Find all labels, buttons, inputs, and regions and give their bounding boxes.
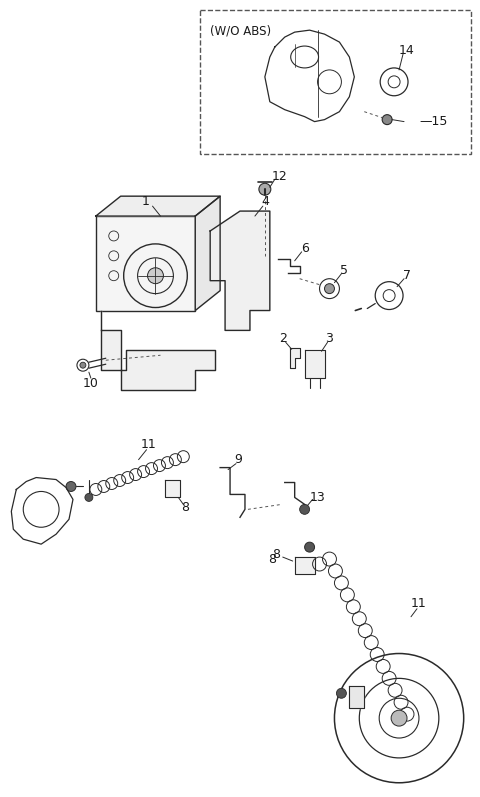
Polygon shape <box>12 477 73 544</box>
Text: 8: 8 <box>268 552 276 566</box>
Text: 11: 11 <box>411 597 427 611</box>
Text: 6: 6 <box>300 242 309 255</box>
Polygon shape <box>96 196 220 216</box>
Text: 11: 11 <box>141 438 156 451</box>
Bar <box>96 216 195 311</box>
Text: 10: 10 <box>83 377 99 390</box>
Circle shape <box>259 183 271 195</box>
Text: 1: 1 <box>142 194 149 208</box>
Circle shape <box>382 115 392 124</box>
Circle shape <box>336 689 347 698</box>
Circle shape <box>66 481 76 492</box>
Polygon shape <box>349 686 364 709</box>
Circle shape <box>324 284 335 293</box>
Polygon shape <box>265 30 354 122</box>
Text: 5: 5 <box>340 265 348 277</box>
Polygon shape <box>166 480 180 497</box>
Text: 12: 12 <box>272 170 288 183</box>
FancyBboxPatch shape <box>200 10 471 155</box>
Text: 7: 7 <box>403 269 411 282</box>
Text: 8: 8 <box>181 501 189 514</box>
Text: 9: 9 <box>234 453 242 466</box>
Text: —15: —15 <box>419 115 447 128</box>
Text: 3: 3 <box>325 332 334 345</box>
Polygon shape <box>101 311 215 390</box>
Circle shape <box>147 268 164 284</box>
Text: 14: 14 <box>399 44 415 57</box>
Polygon shape <box>305 350 324 378</box>
Text: 13: 13 <box>310 491 325 504</box>
Text: (W/O ABS): (W/O ABS) <box>210 24 271 37</box>
Polygon shape <box>290 348 300 368</box>
Polygon shape <box>295 557 314 574</box>
Circle shape <box>391 710 407 726</box>
Circle shape <box>85 493 93 501</box>
Text: 2: 2 <box>279 332 287 345</box>
Circle shape <box>300 505 310 514</box>
Text: 4: 4 <box>261 194 269 208</box>
Circle shape <box>305 542 314 552</box>
Circle shape <box>80 362 86 368</box>
Text: 8: 8 <box>272 548 280 560</box>
Polygon shape <box>195 196 220 311</box>
Polygon shape <box>210 211 270 331</box>
